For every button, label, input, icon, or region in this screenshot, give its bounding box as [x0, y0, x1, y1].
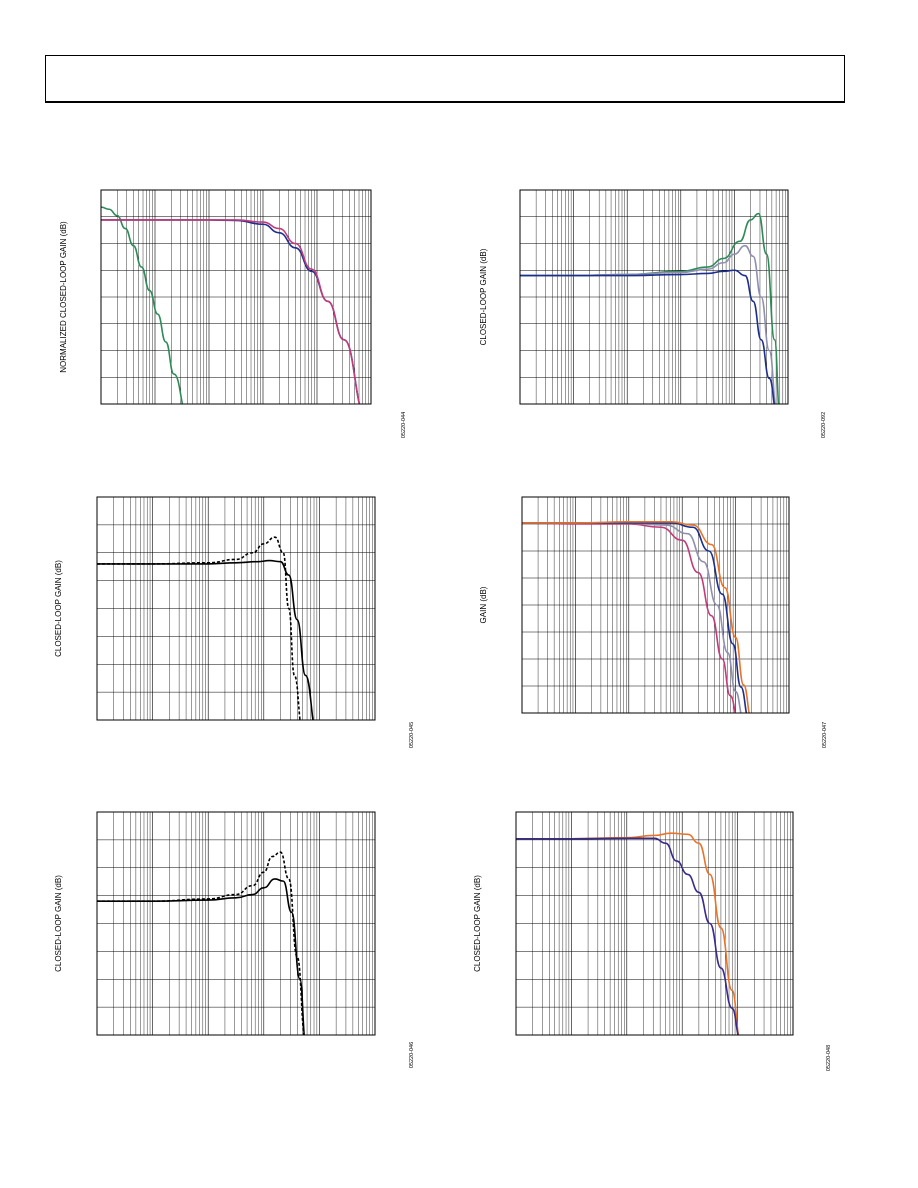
chart-6: CLOSED-LOOP GAIN (dB) 05220-048	[473, 811, 832, 1071]
series-line-1	[97, 851, 305, 1035]
series-line-2	[516, 837, 739, 1035]
plot-frame	[521, 496, 790, 714]
figure-code: 05220-048	[826, 1045, 832, 1071]
page-header-box	[45, 55, 845, 103]
plot-frame	[100, 189, 372, 405]
figure-code: 05220-047	[822, 722, 828, 748]
plot-frame	[519, 189, 789, 405]
y-axis-label: NORMALIZED CLOSED-LOOP GAIN (dB)	[59, 221, 68, 373]
chart-5: CLOSED-LOOP GAIN (dB) 05220-046	[54, 811, 415, 1068]
plot-frame	[96, 811, 376, 1036]
series-line-2	[520, 244, 776, 404]
series-line-2	[97, 878, 306, 1035]
series-line-3	[101, 219, 361, 404]
figure-code: 05220-046	[409, 1042, 415, 1068]
series-line-1	[97, 536, 301, 720]
y-axis-label: CLOSED-LOOP GAIN (dB)	[54, 875, 63, 972]
plot-frame	[96, 496, 376, 721]
figure-code: 05220-045	[409, 722, 415, 748]
figure-code: 05220-044	[401, 412, 407, 438]
chart-1: NORMALIZED CLOSED-LOOP GAIN (dB) 05220-04…	[59, 189, 407, 438]
chart-3: CLOSED-LOOP GAIN (dB) 05220-045	[54, 496, 415, 748]
chart-2: CLOSED-LOOP GAIN (dB) 05220-092	[479, 189, 827, 438]
figure-code: 05220-092	[821, 412, 827, 438]
series-line-1	[516, 832, 740, 1035]
chart-4: GAIN (dB) 05220-047	[479, 496, 828, 748]
y-axis-label: CLOSED-LOOP GAIN (dB)	[54, 560, 63, 657]
plot-frame	[515, 811, 794, 1036]
y-axis-label: CLOSED-LOOP GAIN (dB)	[479, 248, 488, 345]
series-line-1	[101, 206, 184, 404]
series-line-1	[522, 522, 737, 713]
y-axis-label: GAIN (dB)	[479, 586, 488, 623]
series-line-2	[101, 219, 361, 404]
series-line-2	[97, 559, 314, 720]
series-line-4	[522, 521, 750, 713]
y-axis-label: CLOSED-LOOP GAIN (dB)	[473, 875, 482, 972]
series-line-3	[520, 269, 775, 404]
